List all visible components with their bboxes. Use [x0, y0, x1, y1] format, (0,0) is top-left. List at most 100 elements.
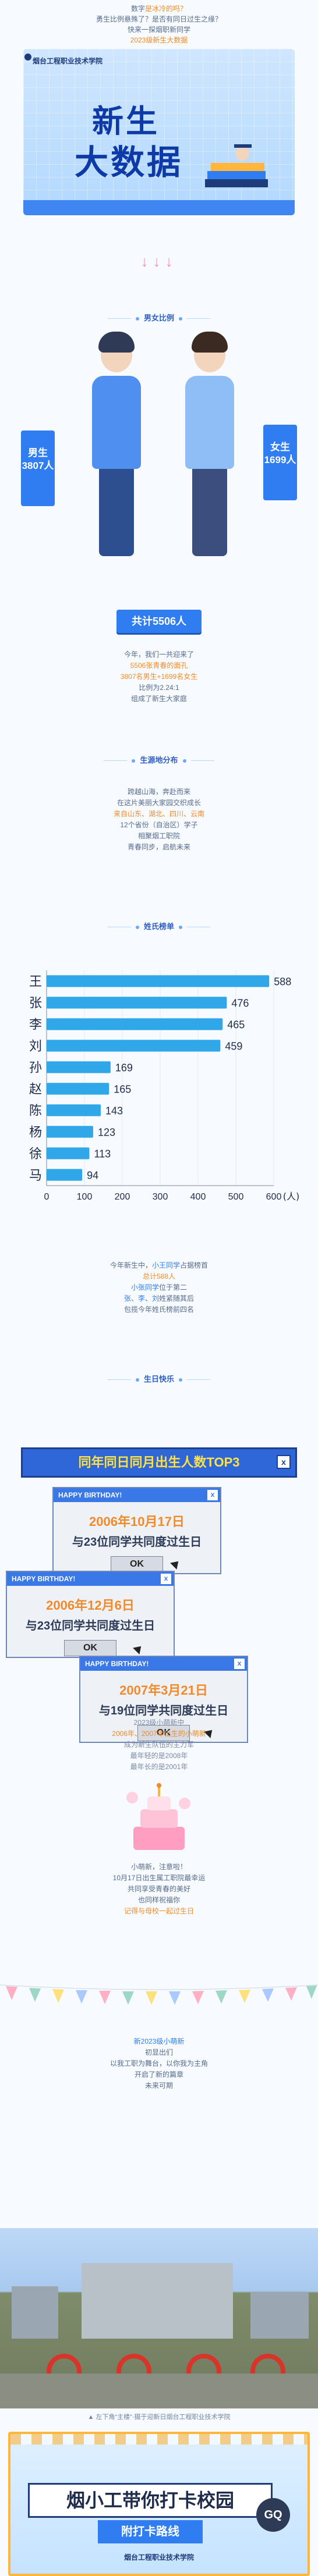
photo-caption: ▲ 左下角“主楼”·摄于迎新日烟台工程职业技术学院: [87, 2414, 231, 2421]
text-line: 2023级小萌新中: [133, 1718, 185, 1727]
male-count-card: 男生 3807人: [21, 430, 55, 506]
male-body: [92, 376, 141, 469]
category-label: 马: [29, 1169, 42, 1183]
bar: [47, 1169, 83, 1181]
text-line: 最年轻的是2008年: [130, 1752, 188, 1760]
text-line: 以我工职为舞台，以你我为主角: [109, 2059, 208, 2068]
section-title-surname: 姓氏榜单: [0, 920, 318, 931]
footer-title: 烟小工带你打卡校园: [28, 2483, 273, 2518]
text-line: 小萌新，注意啦！: [130, 1863, 187, 1871]
banner-title-line2: 大数据: [75, 144, 183, 182]
text-line: 初显出们: [144, 2048, 173, 2056]
female-legs: [192, 469, 227, 556]
divider: [104, 760, 128, 762]
male-label: 男生: [28, 447, 48, 458]
category-label: 王: [29, 975, 42, 990]
dot-icon: [179, 925, 182, 929]
cake-text: 小萌新，注意啦！ 10月17日出生属工职院最幸运 共同享受青春的美好 也同样祝福…: [0, 1862, 318, 1917]
text-line: 10月17日出生属工职院最幸运: [112, 1874, 206, 1882]
section-title-origin: 生源地分布: [0, 754, 318, 765]
building: [250, 2292, 309, 2339]
divider: [190, 760, 214, 762]
ok-button[interactable]: OK: [137, 1725, 190, 1741]
male-head: [98, 332, 135, 372]
banner-ribbon: [23, 200, 295, 215]
red-arch: [47, 2354, 82, 2374]
birthday-header-text: 同年同日同月出生人数TOP3: [78, 1455, 240, 1470]
section-title-text: 生源地分布: [140, 756, 178, 764]
category-label: 刘: [29, 1040, 42, 1054]
birthday-text: 2023级小萌新中 2006年、2007年出生的小萌新 成为新生队伍的主力军 最…: [0, 1717, 318, 1773]
close-icon[interactable]: x: [207, 1490, 218, 1500]
bunting-flags-icon: [0, 1984, 318, 2005]
bar: [47, 1147, 90, 1159]
footer-card[interactable]: 烟小工带你打卡校园 附打卡路线 GQ 烟台工程职业技术学院: [8, 2432, 310, 2576]
data-label: 476: [231, 998, 249, 1009]
close-icon[interactable]: x: [234, 1659, 245, 1669]
tick-label: 500: [228, 1192, 244, 1202]
origin-text: 跨越山海，奔赴而来 在这片美丽大家园交织成长 来自山东、湖北、四川、云南 12个…: [0, 787, 318, 853]
dot-icon: [132, 759, 136, 763]
text-line: 成为新生队伍的主力军: [123, 1741, 194, 1749]
data-label: 143: [105, 1105, 123, 1117]
bar: [47, 997, 227, 1009]
data-label: 169: [115, 1062, 133, 1074]
section-title-birthday: 生日快乐: [0, 1373, 318, 1384]
bar: [47, 1040, 221, 1052]
footer-badge: GQ: [256, 2498, 290, 2532]
divider: [187, 1379, 210, 1380]
window-title: HAPPY BIRTHDAY!: [12, 1575, 76, 1583]
intro-line: 数字: [130, 5, 145, 13]
birthday-window-2: HAPPY BIRTHDAY! x 2006年12月6日 与23位同学共同度过生日…: [6, 1571, 175, 1658]
bar: [47, 975, 270, 987]
surname-bar-chart: 王 588 张 476 李 465 刘 459 孙 169 赵 165 陈 143 杨 123 徐 113 马 94 0…: [17, 965, 309, 1221]
intro-block: 数字是冰冷的吗？ 勇生比例悬殊了？是否有同日过生之缘？ 快来一探烟职新同学 20…: [0, 0, 318, 45]
birthday-top3-header: 同年同日同月出生人数TOP3 x: [21, 1447, 297, 1478]
close-icon: x: [277, 1455, 291, 1469]
school-logo-icon: [24, 54, 31, 61]
window-titlebar: HAPPY BIRTHDAY! x: [7, 1572, 174, 1586]
surname-text: 今年新生中，小王同学占据榜首 总计588人 小张同学位于第二 张、李、刘姓紧随其…: [0, 1260, 318, 1315]
gender-text: 今年，我们一共迎来了 5506张青春的面孔 3807名男生+1699名女生 比例…: [0, 649, 318, 705]
banner-school-name: 烟台工程职业技术学院: [33, 57, 103, 65]
category-label: 陈: [29, 1104, 42, 1119]
intro-highlight-line: 2023级新生大数据: [130, 36, 188, 44]
text-line: 总计588人: [142, 1272, 176, 1280]
tick-label: 100: [77, 1192, 93, 1202]
red-arch: [116, 2354, 151, 2374]
female-student-figure: [169, 332, 250, 556]
closing-text: 新2023级小萌新 初显出们 以我工职为舞台，以你我为主角 开启了新的篇章 未来…: [0, 2036, 318, 2091]
ok-button[interactable]: OK: [64, 1640, 116, 1656]
bar: [47, 1104, 101, 1116]
section-title-gender: 男女比例: [0, 312, 318, 323]
birthday-message: 与23位同学共同度过生日: [25, 1620, 156, 1632]
ok-button[interactable]: OK: [111, 1556, 163, 1572]
footer-school-name: 烟台工程职业技术学院: [123, 2553, 194, 2561]
red-arch: [186, 2354, 221, 2374]
window-title: HAPPY BIRTHDAY!: [58, 1491, 122, 1499]
intro-line: 快来一探烟职新同学: [127, 26, 190, 34]
window-titlebar: HAPPY BIRTHDAY! x: [54, 1488, 220, 1502]
birthday-cake-icon: [126, 1783, 190, 1850]
text-line: 也同样祝福你: [137, 1896, 180, 1904]
text-line: 姓紧随其后: [159, 1294, 195, 1303]
divider: [107, 1379, 131, 1380]
main-building: [82, 2263, 233, 2339]
window-titlebar: HAPPY BIRTHDAY! x: [80, 1657, 247, 1671]
text-line: 相聚烟工职院: [137, 832, 180, 840]
close-icon[interactable]: x: [161, 1574, 171, 1584]
text-line: 3807名男生+1699名女生: [120, 673, 198, 681]
intro-line: 勇生比例悬殊了？是否有同日过生之缘？: [96, 15, 222, 23]
text-line: 最年长的是2001年: [130, 1763, 188, 1771]
dot-icon: [179, 316, 182, 321]
dot-icon: [135, 925, 139, 929]
birthday-message: 与23位同学共同度过生日: [72, 1536, 202, 1549]
bar: [47, 1083, 109, 1095]
text-line: 5506张青春的面孔: [130, 661, 188, 670]
female-hair: [192, 332, 228, 353]
text-line: 比例为2.24:1: [139, 684, 179, 692]
campus-photo: [0, 2228, 318, 2408]
dot-icon: [135, 316, 139, 321]
divider: [187, 318, 210, 319]
